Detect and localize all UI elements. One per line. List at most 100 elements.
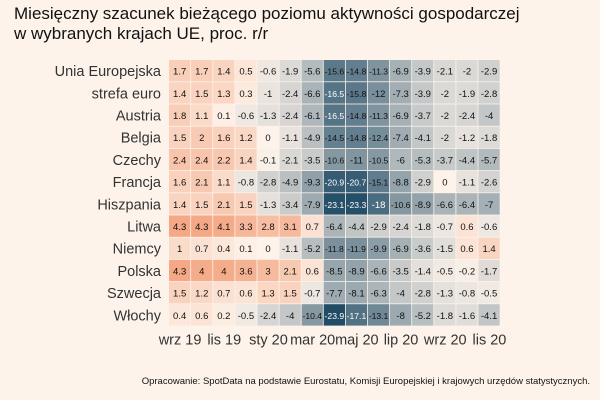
cell-label: -6.9 xyxy=(392,67,408,78)
cell-label: -2.9 xyxy=(370,222,386,233)
cell-label: -9.9 xyxy=(370,244,386,255)
cell-label: -1.3 xyxy=(260,200,276,211)
cell-label: -2.8 xyxy=(260,178,276,189)
heatmap-cell xyxy=(367,126,390,148)
heatmap-cell xyxy=(235,304,257,326)
cell-label: -12.4 xyxy=(369,133,389,143)
heatmap-cell xyxy=(323,193,345,215)
heatmap-cell xyxy=(213,126,235,148)
cell-label: -7 xyxy=(485,200,493,211)
x-tick-label: lip 20 xyxy=(384,332,419,348)
cell-label: -1.8 xyxy=(437,311,453,322)
heatmap-cell xyxy=(434,237,456,259)
heatmap-cell xyxy=(191,215,213,237)
cell-label: 2.8 xyxy=(261,222,274,233)
heatmap-cell xyxy=(169,282,191,304)
heatmap-cell xyxy=(279,259,301,282)
heatmap-cell xyxy=(456,104,478,126)
cell-label: -0.6 xyxy=(238,111,254,122)
cell-label: 3.3 xyxy=(239,222,252,233)
heatmap-cell xyxy=(323,104,345,126)
cell-label: -1.8 xyxy=(481,133,497,144)
cell-label: -23.9 xyxy=(325,311,345,321)
heatmap-cell xyxy=(456,148,478,171)
heatmap-cell xyxy=(478,171,500,193)
cell-label: -3.6 xyxy=(415,244,431,255)
chart-title: Miesięczny szacunek bieżącego poziomu ak… xyxy=(14,4,520,43)
source-note: Opracowanie: SpotData na podstawie Euros… xyxy=(141,376,590,387)
cell-label: 0.7 xyxy=(195,244,208,255)
heatmap-cell xyxy=(213,237,235,259)
heatmap-cell xyxy=(191,148,213,171)
heatmap-cell xyxy=(323,82,345,104)
heatmap-cell xyxy=(279,282,301,304)
heatmap-cell xyxy=(412,148,434,171)
heatmap-cell xyxy=(367,304,390,326)
heatmap-cell xyxy=(345,259,368,282)
heatmap-cell xyxy=(301,304,323,326)
heatmap-cell xyxy=(257,148,279,171)
heatmap-cell xyxy=(456,82,478,104)
heatmap-cell xyxy=(279,237,301,259)
heatmap-cell xyxy=(367,60,390,82)
cell-label: -10.6 xyxy=(325,155,345,165)
heatmap-cell xyxy=(169,193,191,215)
cell-label: -20.9 xyxy=(325,178,345,188)
cell-label: -23.1 xyxy=(325,200,345,210)
cell-label: -1.3 xyxy=(437,289,453,300)
cell-label: -1.7 xyxy=(481,266,497,277)
cell-label: -5.3 xyxy=(415,155,431,166)
cell-label: 0.1 xyxy=(239,244,252,255)
cell-label: -4.9 xyxy=(282,178,298,189)
cell-label: -2 xyxy=(441,133,449,144)
cell-label: -6.6 xyxy=(437,200,453,211)
cell-label: 0 xyxy=(442,178,447,189)
heatmap-cell xyxy=(367,104,390,126)
cell-label: 0.6 xyxy=(239,289,252,300)
cell-label: 1.1 xyxy=(217,178,230,189)
cell-label: -10.4 xyxy=(302,311,322,321)
cell-label: 0.7 xyxy=(306,222,319,233)
cell-label: -5.6 xyxy=(304,67,320,78)
cell-label: 1.8 xyxy=(173,111,186,122)
cell-label: -10.6 xyxy=(391,200,411,210)
heatmap-cell xyxy=(456,304,478,326)
heatmap-cell xyxy=(191,126,213,148)
cell-label: -2 xyxy=(463,67,471,78)
heatmap-cell xyxy=(456,171,478,193)
heatmap-cell xyxy=(434,282,456,304)
cell-label: -6.9 xyxy=(392,244,408,255)
cell-label: -4.1 xyxy=(415,133,431,144)
heatmap-cell xyxy=(434,148,456,171)
heatmap-cell xyxy=(367,82,390,104)
cell-label: -5.7 xyxy=(481,155,497,166)
heatmap-cell xyxy=(478,60,500,82)
cell-label: 1.1 xyxy=(195,111,208,122)
heatmap-cell xyxy=(213,282,235,304)
heatmap-cell xyxy=(235,171,257,193)
heatmap-cell xyxy=(257,237,279,259)
x-tick-label: sty 20 xyxy=(249,332,288,348)
cell-label: 1.4 xyxy=(239,155,252,166)
heatmap-cell xyxy=(235,193,257,215)
cell-label: -11.3 xyxy=(369,67,388,77)
x-tick-label: lis 20 xyxy=(473,332,507,348)
cell-label: 1.5 xyxy=(173,133,186,144)
heatmap-cell xyxy=(213,259,235,282)
cell-label: -11.3 xyxy=(369,111,388,121)
heatmap-cell xyxy=(345,282,368,304)
heatmap-cell xyxy=(478,215,500,237)
cell-label: -1.6 xyxy=(459,311,475,322)
heatmap-cell xyxy=(257,104,279,126)
cell-label: -1 xyxy=(264,89,272,100)
cell-label: -11.9 xyxy=(347,244,366,254)
heatmap-cell xyxy=(301,259,323,282)
cell-label: -11.8 xyxy=(325,244,344,254)
heatmap-cell xyxy=(323,126,345,148)
heatmap-cell xyxy=(301,282,323,304)
cell-label: -9.3 xyxy=(304,178,320,189)
cell-label: 1 xyxy=(177,244,182,255)
cell-label: -15.1 xyxy=(369,178,389,188)
cell-label: -6.4 xyxy=(326,222,342,233)
heatmap-cell xyxy=(345,171,368,193)
